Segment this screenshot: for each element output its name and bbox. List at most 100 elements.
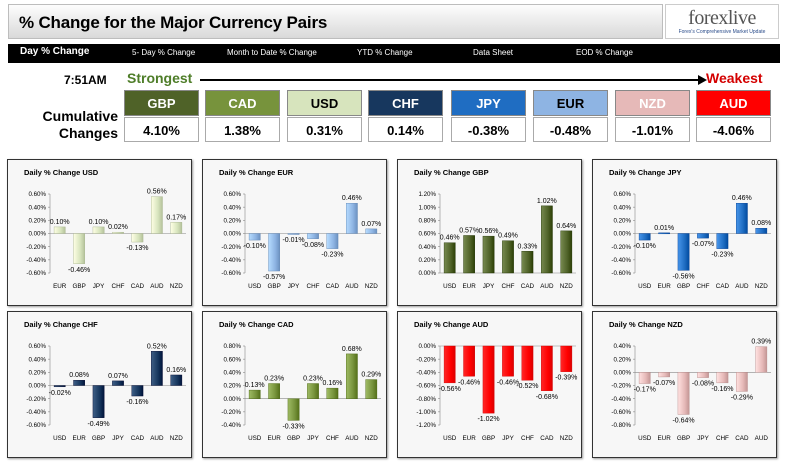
bar-chf — [521, 345, 534, 381]
y-tick-label: 0.00% — [418, 343, 436, 350]
category-label: AUD — [345, 435, 359, 442]
y-tick-label: 0.20% — [223, 218, 241, 225]
cumulative-changes-label: Cumulative Changes — [40, 108, 118, 142]
data-label: -0.68% — [536, 394, 558, 401]
category-label: CHF — [307, 283, 320, 290]
bar-cad — [521, 251, 534, 274]
currency-value-nzd: -1.01% — [615, 117, 690, 142]
data-label: -0.33% — [282, 423, 304, 430]
forexlive-logo[interactable]: forexlive Forex's Comprehensive Market U… — [665, 4, 779, 39]
category-label: JPY — [93, 283, 105, 290]
y-tick-label: -0.40% — [221, 257, 241, 264]
category-label: CAD — [131, 435, 145, 442]
bar-cad — [326, 233, 339, 249]
chart-panel-5: Daily % Change CHF -0.60% -0.40% -0.20% 0.00… — [7, 311, 192, 458]
chart-title: Daily % Change CHF — [24, 320, 98, 329]
data-label: -0.01% — [282, 237, 304, 244]
category-label: GBP — [677, 283, 690, 290]
logo-wordmark: forexlive — [688, 7, 756, 29]
currency-value-gbp: 4.10% — [124, 117, 199, 142]
category-label: CHF — [112, 283, 125, 290]
data-label: 0.56% — [147, 189, 167, 196]
category-label: GBP — [287, 435, 300, 442]
data-label: 0.23% — [264, 376, 284, 383]
bar-aud — [151, 196, 163, 234]
data-label: 0.13% — [245, 382, 265, 389]
category-label: CHF — [521, 435, 534, 442]
category-label: GBP — [267, 283, 280, 290]
bar-eur — [268, 383, 280, 399]
category-label: NZD — [560, 283, 573, 290]
nav-day-change[interactable]: Day % Change — [20, 46, 90, 57]
header-bar: % Change for the Major Currency Pairs fo… — [0, 0, 788, 43]
y-tick-label: -0.40% — [416, 370, 436, 377]
data-label: -0.46% — [458, 379, 480, 386]
chart-svg: Daily % Change EUR -0.60% -0.40% -0.20% 0.00… — [219, 168, 381, 290]
category-label: GBP — [72, 283, 85, 290]
strength-arrow-line — [200, 79, 703, 81]
data-label: -0.29% — [731, 394, 753, 401]
data-label: -0.10% — [244, 243, 266, 250]
chart-title: Daily % Change CAD — [219, 320, 294, 329]
bar-gbp — [677, 233, 690, 271]
currency-code-cad: CAD — [205, 90, 280, 116]
bar-jpy — [307, 383, 319, 399]
category-label: GBP — [92, 435, 105, 442]
currency-column-usd: USD 0.31% — [287, 90, 362, 142]
data-label: -0.08% — [692, 381, 714, 388]
y-tick-label: 0.60% — [223, 356, 241, 363]
y-tick-label: 0.40% — [418, 244, 436, 251]
currency-value-eur: -0.48% — [533, 117, 608, 142]
y-tick-label: -0.60% — [416, 383, 436, 390]
y-tick-label: -0.20% — [26, 396, 46, 403]
chart-panel-1: Daily % Change USD -0.60% -0.40% -0.20% 0.00… — [7, 159, 192, 306]
bar-nzd — [365, 379, 378, 399]
y-tick-label: 0.20% — [613, 218, 631, 225]
bar-eur — [53, 226, 66, 234]
y-tick-label: 0.00% — [613, 231, 631, 238]
chart-title: Daily % Change EUR — [219, 168, 294, 177]
data-label: -0.57% — [263, 274, 285, 281]
bar-gbp — [92, 385, 105, 418]
bar-chf — [307, 233, 319, 239]
bar-gbp — [73, 233, 85, 264]
category-label: JPY — [502, 435, 514, 442]
currency-code-chf: CHF — [368, 90, 443, 116]
chart-title: Daily % Change USD — [24, 168, 99, 177]
nav-5day-change[interactable]: 5- Day % Change — [132, 48, 196, 57]
category-label: JPY — [307, 435, 319, 442]
category-label: AUD — [755, 435, 769, 442]
nav-eod-change[interactable]: EOD % Change — [576, 48, 633, 57]
y-tick-label: 1.20% — [418, 191, 436, 198]
bar-eur — [463, 345, 475, 377]
bar-jpy — [92, 226, 105, 234]
category-label: CHF — [716, 435, 729, 442]
category-label: CAD — [131, 283, 145, 290]
nav-ytd-change[interactable]: YTD % Change — [357, 48, 413, 57]
bar-gbp — [268, 233, 280, 272]
currency-column-cad: CAD 1.38% — [205, 90, 280, 142]
category-label: AUD — [150, 435, 164, 442]
data-label: 0.16% — [322, 380, 342, 387]
bar-eur — [463, 235, 475, 274]
nav-month-to-date[interactable]: Month to Date % Change — [227, 48, 317, 57]
category-label: GBP — [482, 435, 495, 442]
bar-chf — [326, 387, 339, 399]
data-label: -0.08% — [302, 242, 324, 249]
category-label: AUD — [540, 283, 554, 290]
nav-data-sheet[interactable]: Data Sheet — [473, 48, 514, 57]
data-label: 0.16% — [166, 367, 186, 374]
bar-nzd — [170, 374, 183, 386]
data-label: 0.57% — [459, 227, 479, 234]
currency-column-chf: CHF 0.14% — [368, 90, 443, 142]
data-label: 0.10% — [89, 219, 109, 226]
y-tick-label: -0.60% — [611, 270, 631, 277]
y-tick-label: -0.20% — [611, 383, 631, 390]
category-label: AUD — [150, 283, 164, 290]
y-tick-label: -0.20% — [416, 356, 436, 363]
data-label: -0.23% — [321, 252, 343, 259]
category-label: USD — [248, 435, 262, 442]
y-tick-label: 1.00% — [418, 204, 436, 211]
bar-nzd — [755, 228, 768, 234]
y-tick-label: -0.60% — [221, 270, 241, 277]
